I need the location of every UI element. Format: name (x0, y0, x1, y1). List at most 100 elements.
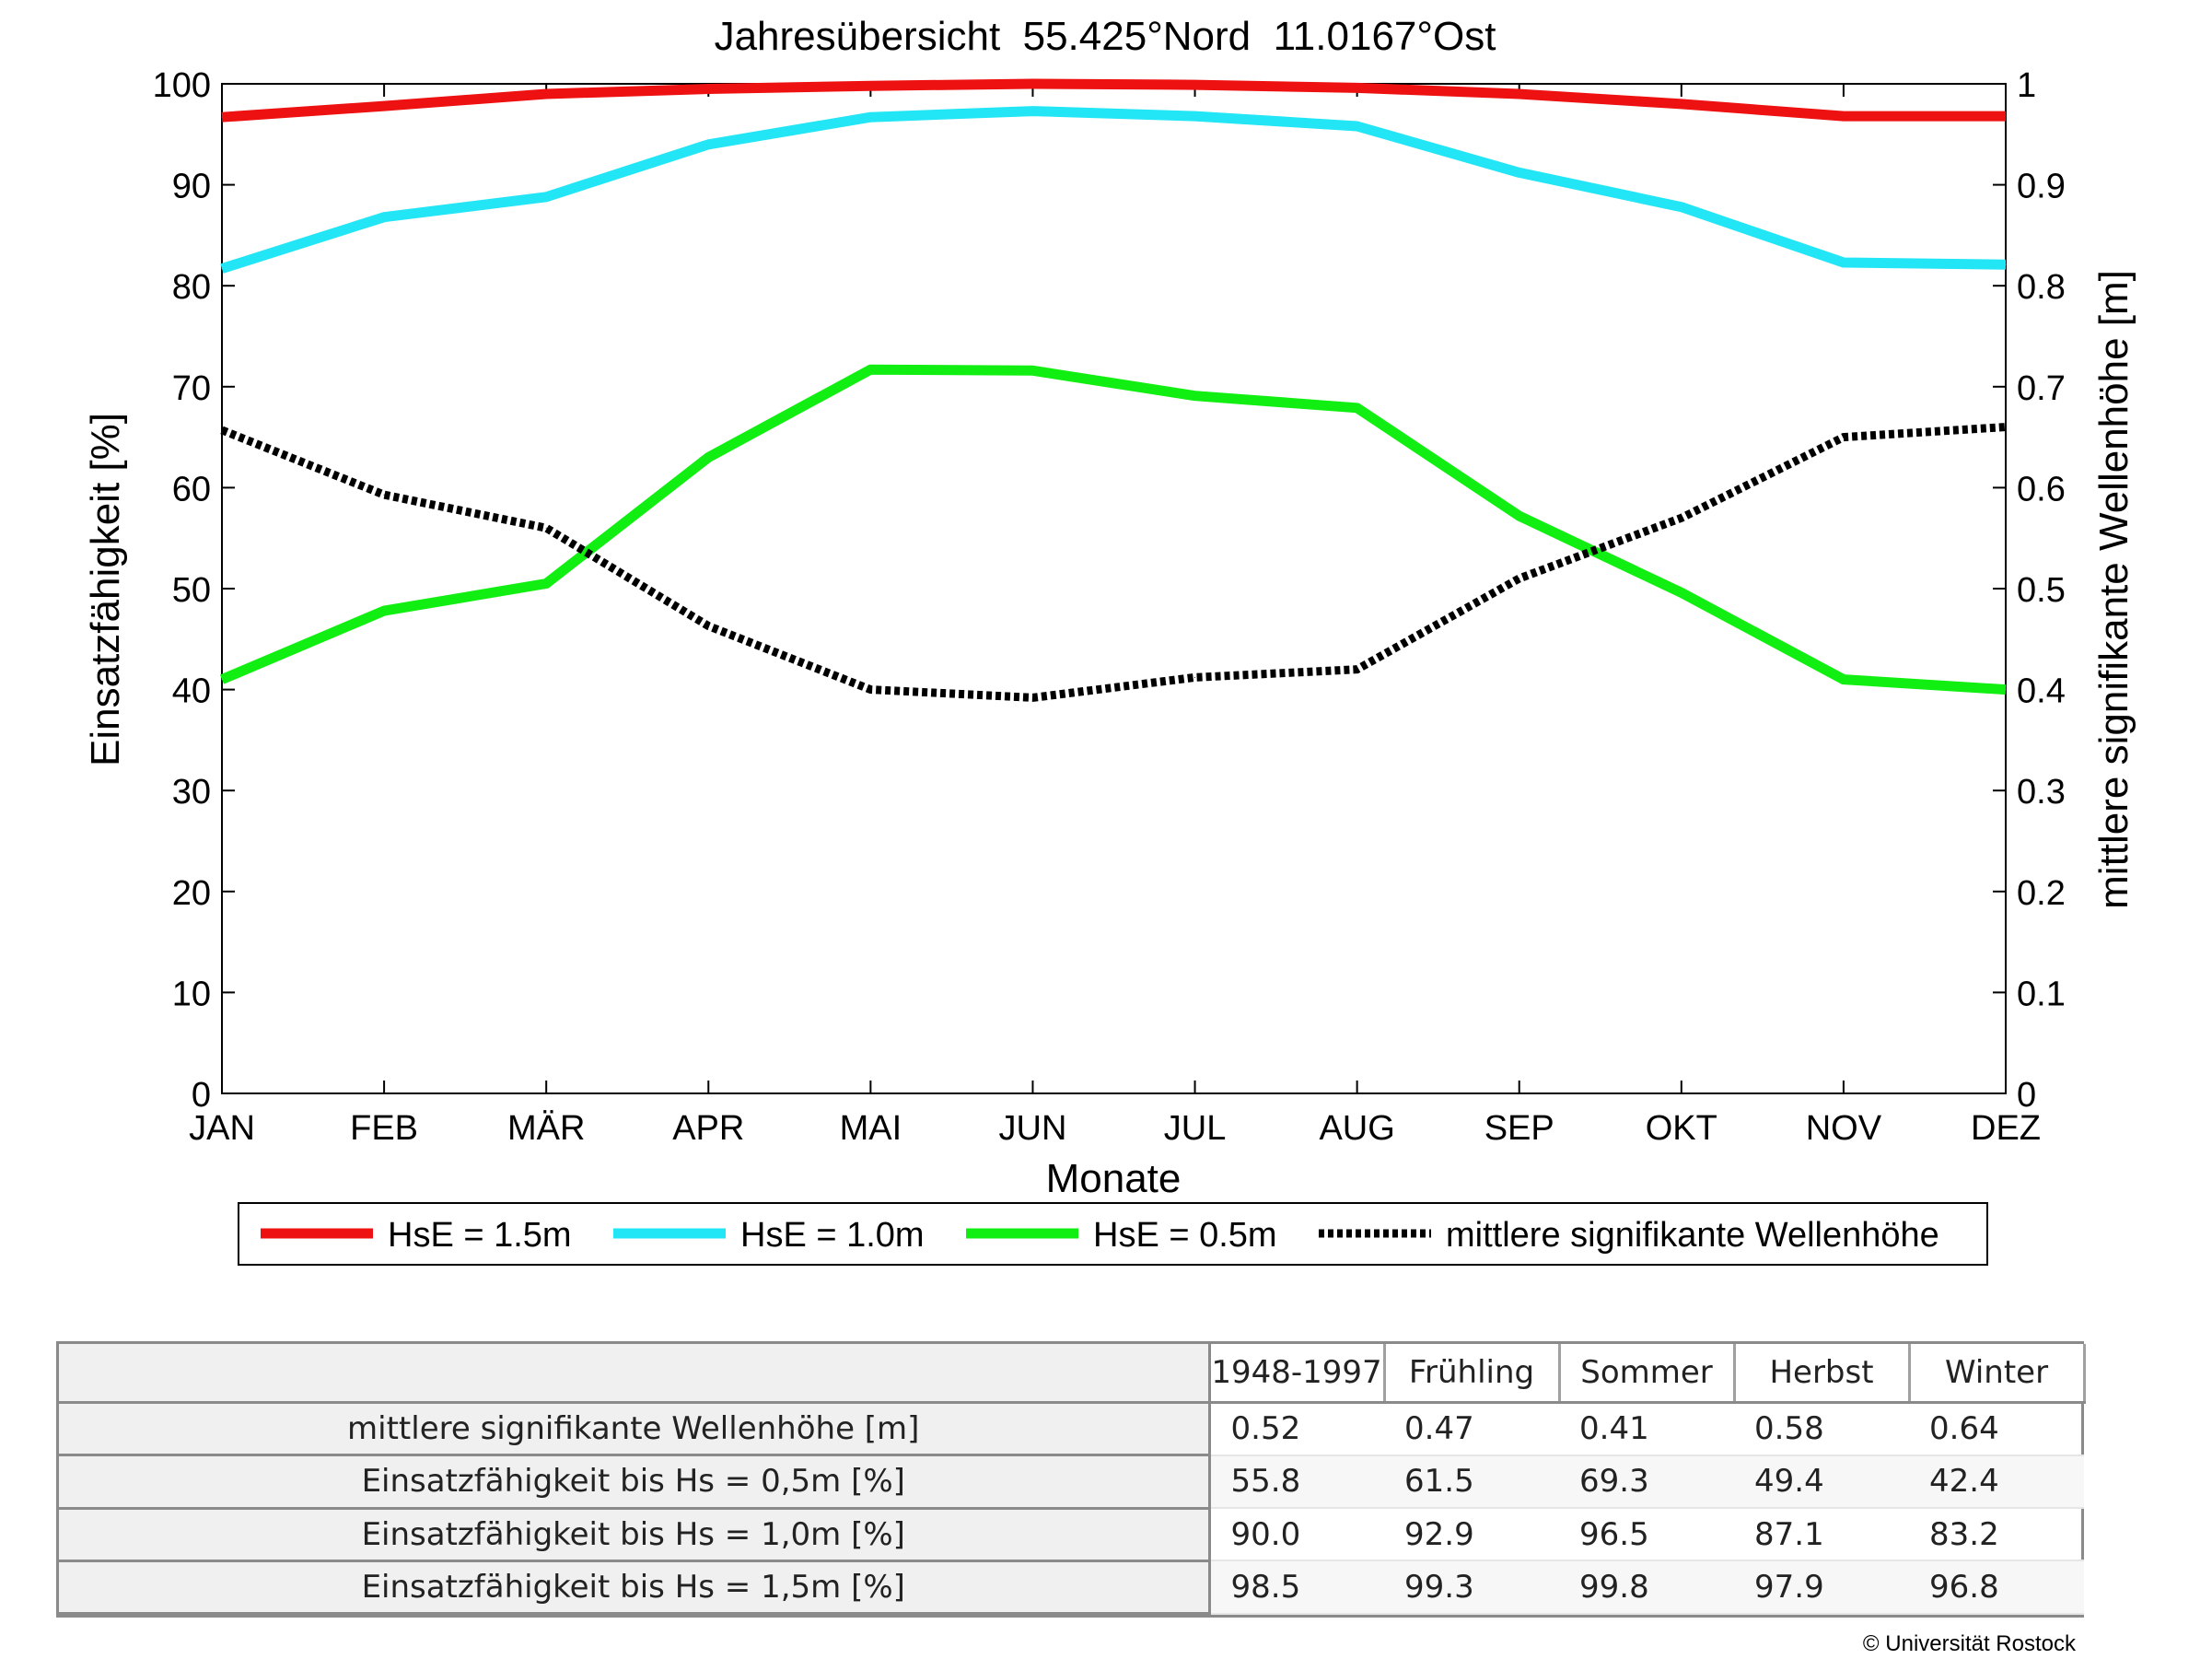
x-axis-ticks: JAN FEB MÄR APR MAI JUN JUL AUG SEP OKT NOV DEZ (189, 84, 2041, 1148)
series-0-point (1194, 84, 1196, 86)
column-header: Winter (1909, 1344, 2086, 1404)
right-axis-label: mittlere signifikante Wellenhöhe [m] (2091, 270, 2136, 909)
series-2-point (1031, 369, 1033, 371)
table-cell: 0.47 (1384, 1402, 1559, 1456)
right-tick-label: 0.1 (2017, 975, 2066, 1013)
table-cell: 69.3 (1559, 1455, 1734, 1510)
row-label: Einsatzfähigkeit bis Hs = 0,5m [%] (59, 1455, 1211, 1510)
table-cell: 96.8 (1909, 1560, 2084, 1615)
series-3-point (1194, 676, 1196, 678)
series-0-point (1843, 115, 1845, 117)
chart-title: Jahresübersicht 55.425°Nord 11.0167°Ost (715, 14, 1496, 59)
table-cell: 0.41 (1559, 1402, 1734, 1456)
series-line-1 (220, 106, 2007, 274)
series-2-point (545, 583, 547, 585)
table-cell: 55.8 (1209, 1455, 1384, 1510)
series-2-point (1356, 407, 1358, 409)
x-tick-label: MAI (840, 1109, 902, 1148)
left-axis-label: Einsatzfähigkeit [%] (83, 413, 128, 766)
series-2-point (869, 368, 871, 370)
series-2-point (383, 610, 385, 612)
x-tick-label: APR (672, 1109, 744, 1148)
legend-label-0: HsE = 1.5m (388, 1216, 572, 1255)
table-cell: 83.2 (1909, 1508, 2084, 1562)
right-tick-label: 0.3 (2017, 773, 2066, 812)
series-0-point (1031, 83, 1033, 85)
right-axis-ticks: 0 0.1 0.2 0.3 0.4 0.5 0.6 0.7 0.8 0.9 1 (1993, 66, 2066, 1115)
series-line-3 (220, 423, 2007, 702)
x-tick-label: JUL (1164, 1109, 1227, 1148)
series-0-point (869, 85, 871, 87)
table-cell: 99.8 (1559, 1560, 1734, 1615)
series-2-point (707, 457, 709, 459)
x-tick-label: JAN (189, 1109, 255, 1148)
right-tick-label: 0.6 (2017, 470, 2066, 508)
series-0-point (1681, 103, 1682, 105)
column-header: Sommer (1559, 1344, 1736, 1404)
x-tick-label: SEP (1484, 1109, 1554, 1148)
table-cell: 0.64 (1909, 1402, 2084, 1456)
left-tick-label: 10 (172, 975, 211, 1013)
x-axis-label: Monate (1046, 1156, 1182, 1201)
x-tick-label: AUG (1319, 1109, 1394, 1148)
series-1-point (221, 268, 223, 270)
series-line-0 (221, 78, 2006, 123)
right-tick-label: 0.7 (2017, 369, 2066, 408)
row-label: mittlere signifikante Wellenhöhe [m] (59, 1402, 1211, 1457)
left-tick-label: 50 (172, 571, 211, 610)
table-cell: 97.9 (1734, 1560, 1909, 1615)
table-cell: 99.3 (1384, 1560, 1559, 1615)
series-0-point (2005, 115, 2007, 117)
table-row: mittlere signifikante Wellenhöhe [m] 0.5… (59, 1402, 2084, 1457)
x-tick-label: MÄR (507, 1109, 585, 1148)
right-tick-label: 0.2 (2017, 874, 2066, 913)
series-0-point (383, 105, 385, 107)
series-2-point (2005, 689, 2007, 691)
series-3-point (707, 625, 709, 627)
series-1-point (1681, 206, 1682, 208)
chart: Jahresübersicht 55.425°Nord 11.0167°Ost … (83, 14, 2136, 1266)
column-header: 1948-1997 (1209, 1344, 1386, 1404)
series-1-point (1356, 125, 1358, 127)
series-2-point (221, 679, 223, 681)
series-2-point (1843, 679, 1845, 681)
legend-box (238, 1202, 1988, 1266)
table-cell: 87.1 (1734, 1508, 1909, 1562)
series-3-point (1681, 517, 1682, 519)
series-3-point (1031, 696, 1033, 698)
left-axis-ticks: 0 10 20 30 40 50 60 70 80 90 100 (153, 66, 235, 1115)
right-tick-label: 0.8 (2017, 268, 2066, 307)
row-label: Einsatzfähigkeit bis Hs = 1,0m [%] (59, 1508, 1211, 1562)
x-tick-label: OKT (1646, 1109, 1717, 1148)
x-tick-label: DEZ (1971, 1109, 2041, 1148)
right-tick-label: 0.5 (2017, 571, 2066, 610)
legend: HsE = 1.5m HsE = 1.0m HsE = 0.5m mittlere s… (238, 1202, 1988, 1266)
series-1-point (545, 196, 547, 198)
series-1-point (707, 144, 709, 146)
series-3-point (869, 689, 871, 691)
series-0-point (545, 93, 547, 95)
x-tick-label: FEB (350, 1109, 418, 1148)
series-1-point (1843, 262, 1845, 263)
table-row: Einsatzfähigkeit bis Hs = 0,5m [%] 55.8 … (59, 1455, 2084, 1510)
right-tick-label: 0.9 (2017, 168, 2066, 206)
table-cell: 90.0 (1209, 1508, 1384, 1562)
table-cell: 61.5 (1384, 1455, 1559, 1510)
legend-label-2: HsE = 0.5m (1093, 1216, 1277, 1255)
table-cell: 92.9 (1384, 1508, 1559, 1562)
table-row: Einsatzfähigkeit bis Hs = 1,0m [%] 90.0 … (59, 1508, 2084, 1562)
right-tick-label: 0 (2017, 1076, 2036, 1115)
legend-label-1: HsE = 1.0m (740, 1216, 925, 1255)
x-tick-label: NOV (1806, 1109, 1882, 1148)
left-tick-label: 80 (172, 268, 211, 307)
series-1-point (869, 116, 871, 118)
series-3-point (1356, 669, 1358, 671)
left-tick-label: 90 (172, 168, 211, 206)
table-cell: 0.58 (1734, 1402, 1909, 1456)
left-tick-label: 60 (172, 470, 211, 508)
table-cell: 49.4 (1734, 1455, 1909, 1510)
summary-table: 1948-1997 Frühling Sommer Herbst Winter … (56, 1341, 2086, 1618)
series-3-point (1843, 437, 1845, 438)
series-3-point (545, 527, 547, 529)
series-1-point (1194, 115, 1196, 117)
